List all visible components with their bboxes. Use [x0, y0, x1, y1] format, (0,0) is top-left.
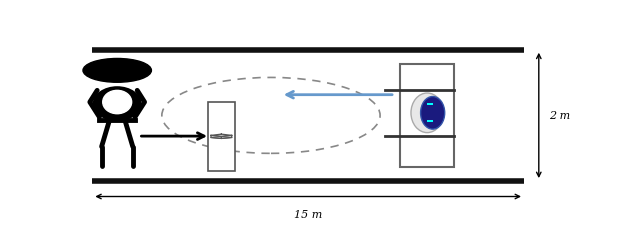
Ellipse shape	[411, 94, 444, 133]
Ellipse shape	[93, 87, 141, 122]
Ellipse shape	[420, 97, 445, 130]
Text: 2 m: 2 m	[548, 111, 570, 121]
Bar	[428, 121, 433, 123]
Bar	[208, 102, 235, 171]
Circle shape	[83, 59, 152, 83]
Ellipse shape	[103, 91, 132, 114]
Bar	[400, 64, 454, 168]
Bar	[428, 104, 433, 106]
Text: 15 m: 15 m	[294, 209, 323, 219]
